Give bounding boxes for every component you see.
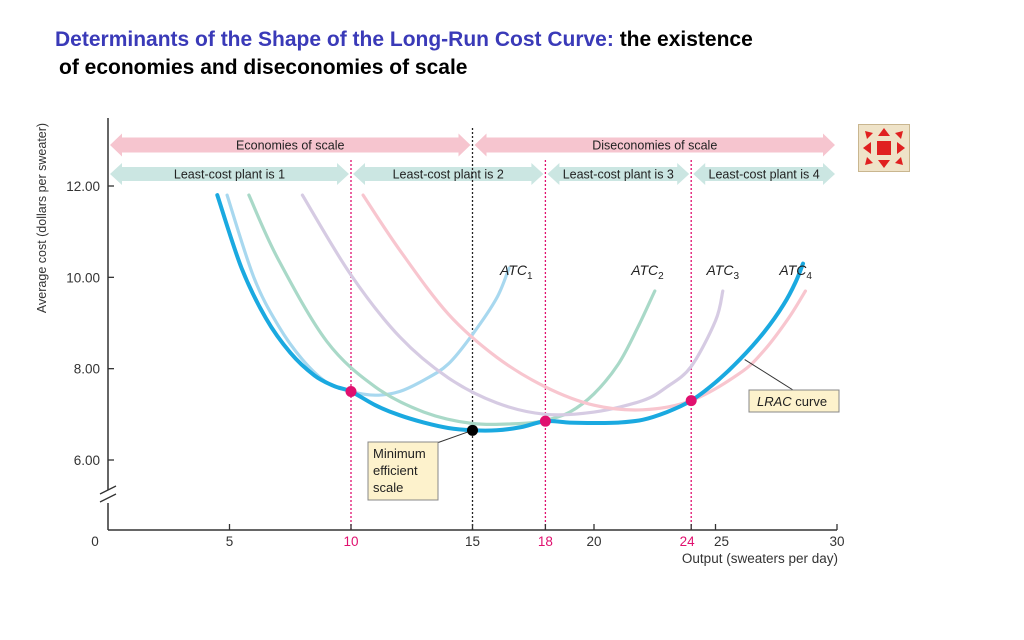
key-point [539,415,551,427]
lrac-box [748,389,840,413]
band-label: Least-cost plant is 4 [709,168,820,182]
icon-arrow [865,157,873,165]
slide-title: Determinants of the Shape of the Long-Ru… [55,26,855,82]
icon-arrow [863,142,871,154]
atc2-curve [247,193,657,427]
scale-band: Economies of scale [110,133,471,157]
band-label: Least-cost plant is 1 [174,168,285,182]
least-cost-band: Least-cost plant is 1 [110,163,349,185]
x-tick-label: 24 [680,534,696,549]
band-arrow [110,163,349,185]
axis-break-mark [99,485,117,495]
annotations: Minimum efficient scale LRAC curve [367,359,840,501]
title-line2: of economies and diseconomies of scale [59,56,468,79]
expand-button[interactable] [858,124,910,172]
mes-text: Minimum [373,446,426,461]
icon-arrow [865,131,873,139]
mes-box [367,441,439,501]
atc4-label: ATC4 [778,262,812,282]
title-line1-rest: the existence [613,28,753,51]
y-tick-label: 8.00 [74,362,100,377]
label-main: ATC [630,262,659,278]
lrac-text: LRAC curve [757,394,827,409]
icon-arrow [878,160,890,168]
atc3-label: ATC3 [706,262,740,282]
x-tick-label: 0 [91,534,99,549]
y-tick-label: 12.00 [66,179,100,194]
atc1-label: ATC1 [499,262,533,282]
axis-break-mark [99,493,117,503]
key-points [345,386,697,436]
band-arrow [353,163,544,185]
band-arrow [474,133,835,157]
atc1-curve [225,193,511,397]
label-subscript: 1 [527,271,533,282]
key-point [685,395,697,407]
x-axis-label: Output (sweaters per day) [682,551,838,566]
mes-leader [433,429,473,445]
atc4-curve [361,193,807,412]
label-subscript: 4 [806,271,812,282]
icon-square [877,141,891,155]
label-main: ATC [778,262,807,278]
band-arrow [547,163,690,185]
x-tick-label: 15 [465,534,480,549]
label-main: ATC [706,262,735,278]
label-main: ATC [499,262,528,278]
label-subscript: 3 [733,271,739,282]
icon-arrow [878,128,890,136]
mes-text: efficient [373,463,418,478]
atc3-curve [300,193,725,417]
mes-text: scale [373,480,403,495]
band-arrow [110,133,471,157]
x-tick-label: 10 [343,534,358,549]
key-point [345,386,357,397]
least-cost-band: Least-cost plant is 2 [353,163,544,185]
series-labels: ATC1 ATC2 ATC3 ATC4 [499,262,812,282]
band-label: Economies of scale [236,139,344,153]
key-point [467,424,478,436]
x-tick-label: 18 [538,534,553,549]
band-label: Diseconomies of scale [592,139,717,153]
icon-arrow [895,157,903,165]
icon-arrow [895,131,903,139]
x-tick-label: 20 [586,534,601,549]
expand-arrows-icon [863,128,905,168]
x-tick-label: 25 [714,534,729,549]
y-axis-label: Average cost (dollars per sweater) [35,123,49,313]
lrac-rest: curve [792,394,827,409]
atc2-label: ATC2 [630,262,664,282]
lrac-leader [744,359,794,391]
title-accent: Determinants of the Shape of the Long-Ru… [55,28,614,51]
curves [215,193,807,433]
icon-arrow [897,142,905,154]
lrac-italic: LRAC [757,394,792,409]
x-tick-label: 5 [226,534,234,549]
reference-lines [350,128,692,530]
scale-band: Diseconomies of scale [474,133,835,157]
least-cost-band: Least-cost plant is 3 [547,163,690,185]
band-label: Least-cost plant is 3 [563,168,674,182]
y-tick-label: 10.00 [66,270,100,285]
x-tick-label: 30 [829,534,844,549]
y-tick-label: 6.00 [74,453,100,468]
label-subscript: 2 [658,271,664,282]
lrac-curve [215,193,805,433]
band-arrow [693,163,835,185]
scale-bands: Economies of scale Diseconomies of scale L… [110,133,835,185]
band-label: Least-cost plant is 2 [393,168,504,182]
least-cost-band: Least-cost plant is 4 [693,163,835,185]
